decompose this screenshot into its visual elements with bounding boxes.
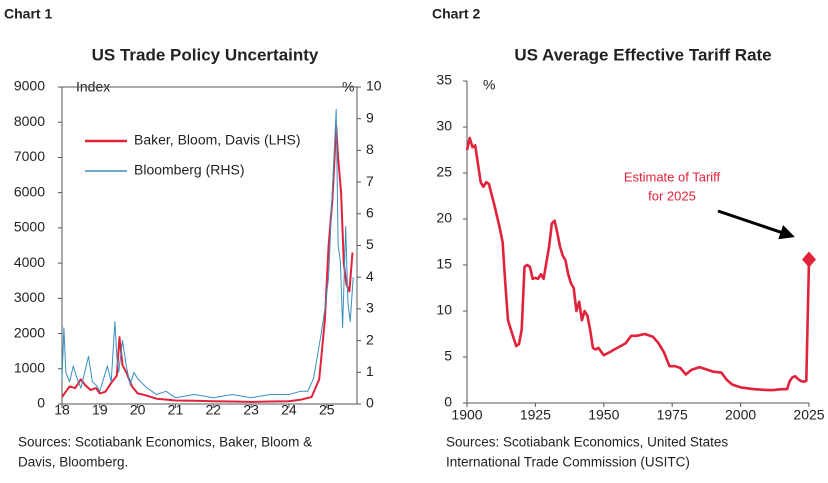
sources: Sources: Scotiabank Economics, United St… [446,435,728,450]
y-tick-label: 35 [436,72,452,88]
y-tick-label: 0 [37,395,45,411]
x-tick-label: 22 [205,402,221,418]
y-tick-label: 20 [436,210,452,226]
y2-tick-label: 1 [366,363,374,379]
y-tick-label: 0 [444,394,452,410]
y-tick-label: 5000 [14,219,45,235]
y2-tick-label: 0 [366,395,374,411]
x-tick-label: 24 [281,402,297,418]
x-tick-label: 20 [130,402,146,418]
x-tick-label: 18 [54,402,70,418]
sources: International Trade Commission (USITC) [446,455,690,470]
y2-tick-label: 8 [366,141,374,157]
x-tick-label: 19 [92,402,108,418]
x-tick-label: 21 [168,402,184,418]
y2-tick-label: 9 [366,109,374,125]
y-tick-label: 10 [436,302,452,318]
y-tick-label: 3000 [14,289,45,305]
chart-label: Chart 1 [4,6,52,22]
y-tick-label: 5 [444,348,452,364]
y2-tick-label: 3 [366,300,374,316]
y-tick-label: 7000 [14,148,45,164]
x-tick-label: 1950 [588,407,619,423]
highlight-marker [802,251,816,268]
y-axis-label: % [483,77,495,93]
y-tick-label: 8000 [14,113,45,129]
y2-tick-label: 7 [366,173,374,189]
y-tick-label: 9000 [14,78,45,94]
x-tick-label: 2000 [725,407,756,423]
y-tick-label: 6000 [14,183,45,199]
y-tick-label: 25 [436,164,452,180]
y2-tick-label: 2 [366,331,374,347]
y2-tick-label: 10 [366,78,382,94]
x-tick-label: 1900 [451,407,482,423]
series-line [61,108,354,399]
annotation: for 2025 [648,188,696,203]
y2-tick-label: 4 [366,268,374,284]
x-tick-label: 25 [319,402,335,418]
y-tick-label: 15 [436,256,452,272]
annotation-arrow [717,209,795,240]
series-line [61,124,354,403]
x-tick-label: 1925 [520,407,551,423]
legend-label: Baker, Bloom, Davis (LHS) [134,132,301,148]
y2-tick-label: 5 [366,236,374,252]
chart-title: US Average Effective Tariff Rate [514,45,771,64]
y2-tick-label: 6 [366,205,374,221]
y-tick-label: 1000 [14,359,45,375]
y-tick-label: 2000 [14,324,45,340]
chart-title: US Trade Policy Uncertainty [92,45,319,64]
sources: Davis, Bloomberg. [18,455,128,470]
x-tick-label: 23 [243,402,259,418]
x-tick-label: 1975 [657,407,688,423]
legend-label: Bloomberg (RHS) [134,162,244,178]
chart-label: Chart 2 [432,6,480,22]
annotation: Estimate of Tariff [624,169,721,184]
x-tick-label: 2025 [793,407,824,423]
series-line [465,136,811,392]
sources: Sources: Scotiabank Economics, Baker, Bl… [18,435,312,450]
y-tick-label: 4000 [14,254,45,270]
y-tick-label: 30 [436,118,452,134]
